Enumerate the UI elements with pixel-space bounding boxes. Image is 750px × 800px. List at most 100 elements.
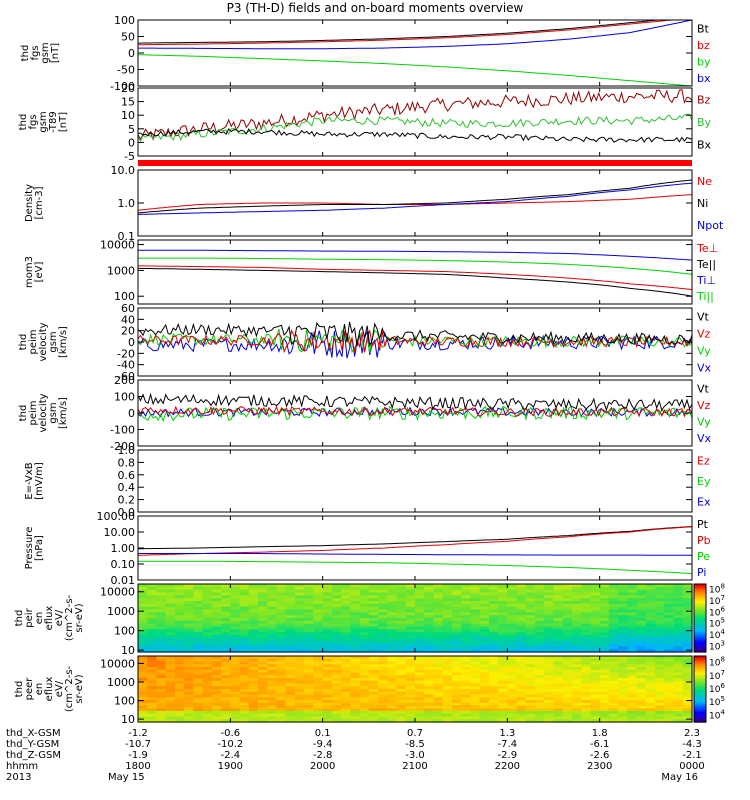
heatmap-cell [636,694,647,698]
heatmap-cell [184,601,194,605]
heatmap-cell [202,598,213,602]
heatmap-cell [378,586,388,591]
heatmap-cell [433,705,444,709]
heatmap-cell [276,700,287,704]
heatmap-cell [387,711,398,715]
heatmap-cell [424,675,434,679]
heatmap-cell [442,716,453,720]
heatmap-cell [608,618,619,622]
legend-Pe: Pe [697,550,710,563]
colorbar-cell [694,705,706,708]
legend-Vy: Vy [697,415,711,428]
heatmap-cell [239,612,250,616]
heatmap-cell [488,595,499,599]
heatmap-cell [415,705,425,709]
heatmap-cell [572,702,582,707]
x-tick-label: 1.3 [499,728,515,739]
heatmap-cell [424,589,434,594]
heatmap-cell [645,615,656,619]
heatmap-cell [211,705,222,709]
heatmap-cell [673,713,684,718]
heatmap-cell [202,606,213,611]
heatmap-cell [664,705,675,709]
heatmap-cell [359,686,370,690]
heatmap-cell [341,601,351,605]
heatmap-cell [507,589,518,594]
heatmap-cell [211,649,222,653]
heatmap-cell [267,586,278,591]
heatmap-cell [313,672,324,676]
heatmap-cell [664,603,675,608]
heatmap-cell [165,689,176,693]
heatmap-cell [488,716,499,720]
heatmap-cell [562,656,573,660]
heatmap-cell [331,658,342,663]
heatmap-cell [461,598,471,602]
heatmap-cell [267,669,278,674]
heatmap-cell [572,606,582,611]
heatmap-cell [350,586,361,591]
heatmap-cell [507,667,518,671]
heatmap-cell [525,713,536,718]
heatmap-cell [359,680,370,685]
heatmap-cell [313,601,324,605]
heatmap-cell [211,635,222,639]
heatmap-cell [673,635,684,639]
heatmap-cell [405,637,416,642]
heatmap-cell [488,601,499,605]
legend-Pt: Pt [697,518,709,531]
heatmap-cell [572,586,582,591]
heatmap-cell [581,702,591,707]
heatmap-cell [193,700,204,704]
heatmap-cell [184,702,194,707]
heatmap-cell [562,589,573,594]
heatmap-cell [433,609,444,613]
heatmap-cell [516,713,527,718]
heatmap-cell [276,683,287,687]
heatmap-cell [618,601,628,605]
heatmap-cell [211,584,222,588]
heatmap-cell [230,603,241,608]
heatmap-cell [525,678,536,682]
heatmap-cell [498,612,508,616]
heatmap-cell [368,694,379,698]
heatmap-cell [350,716,361,720]
heatmap-cell [424,598,434,602]
heatmap-cell [174,615,185,619]
heatmap-cell [156,637,167,642]
heatmap-cell [239,689,250,693]
heatmap-cell [276,584,287,588]
colorbar-cell [694,614,706,617]
heatmap-cell [655,708,665,712]
heatmap-cell [331,632,342,636]
heatmap-cell [442,635,453,639]
heatmap-cell [322,589,333,594]
heatmap-cell [193,606,204,611]
heatmap-cell [636,618,647,622]
heatmap-cell [138,586,148,591]
heatmap-cell [174,646,185,650]
heatmap-cell [331,643,342,647]
heatmap-cell [184,618,194,622]
heatmap-cell [525,700,536,704]
heatmap-cell [525,702,536,707]
y-axis-label: [km/s] [58,326,69,358]
colorbar-cell [694,713,706,717]
heatmap-cell [535,595,545,599]
heatmap-cell [525,708,536,712]
colorbar-label: 106 [709,605,725,618]
heatmap-cell [451,646,462,650]
heatmap-cell [525,632,536,636]
heatmap-cell [193,643,204,647]
heatmap-cell [590,609,601,613]
heatmap-cell [341,623,351,628]
heatmap-cell [415,700,425,704]
heatmap-cell [682,586,693,591]
heatmap-cell [211,683,222,687]
heatmap-cell [655,637,665,642]
heatmap-cell [276,672,287,676]
heatmap-cell [285,700,296,704]
colorbar-cell [694,631,706,634]
heatmap-cell [184,711,194,715]
